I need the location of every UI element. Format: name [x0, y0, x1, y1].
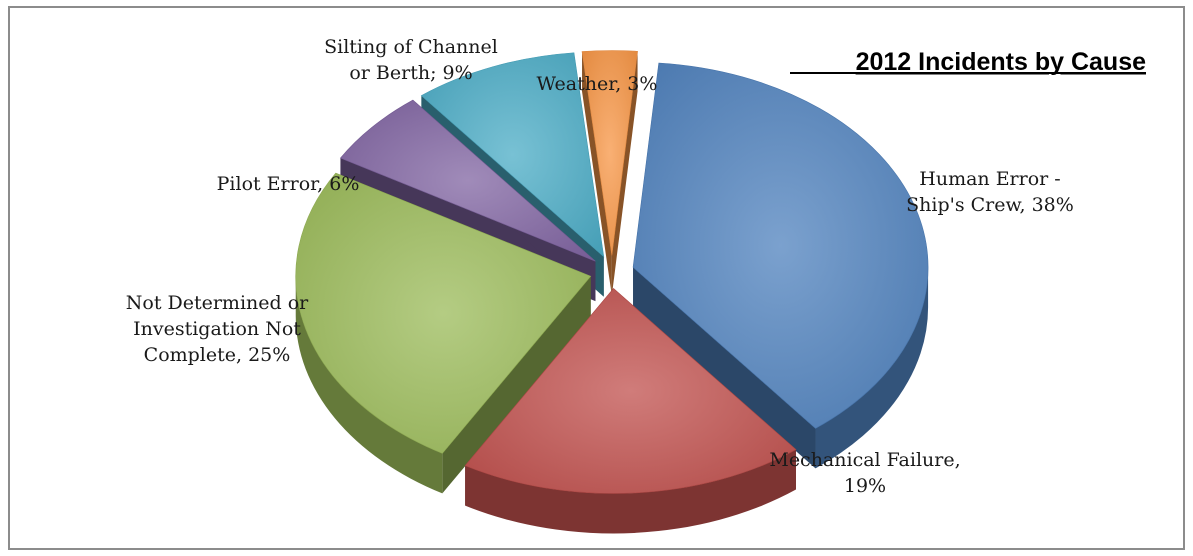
slice-top	[295, 172, 592, 454]
slices-layer	[295, 50, 929, 534]
slice-label-1: Mechanical Failure, 19%	[769, 449, 960, 497]
slice-top	[632, 62, 929, 429]
labels-layer: Human Error -Ship's Crew, 38% Mechanical …	[126, 36, 1074, 497]
slice-label-5: Weather, 3%	[537, 73, 658, 95]
slice-wall	[633, 267, 816, 469]
slice-label-4: Silting of Channel or Berth; 9%	[324, 36, 498, 84]
chart-title: 2012 Incidents by Cause	[856, 48, 1147, 76]
slice-wall	[442, 276, 591, 494]
slice-side	[465, 449, 796, 534]
slice-top	[339, 99, 596, 262]
slice-label-0: Human Error -Ship's Crew, 38%	[906, 168, 1074, 216]
slice-top	[581, 50, 638, 256]
slice-top	[420, 52, 605, 258]
slice-top	[464, 288, 797, 494]
slice-label-2: Not Determined or Investigation Not Comple…	[126, 292, 309, 366]
slice-label-3: Pilot Error, 6%	[217, 173, 360, 195]
pie-slice-1	[464, 288, 797, 534]
slice-wall	[611, 51, 638, 296]
pie-slice-0	[632, 62, 929, 469]
pie-slice-5	[581, 50, 638, 296]
pie-slice-2	[295, 172, 592, 494]
slice-side	[295, 276, 443, 494]
slice-wall	[582, 51, 612, 296]
slice-side	[815, 267, 929, 469]
